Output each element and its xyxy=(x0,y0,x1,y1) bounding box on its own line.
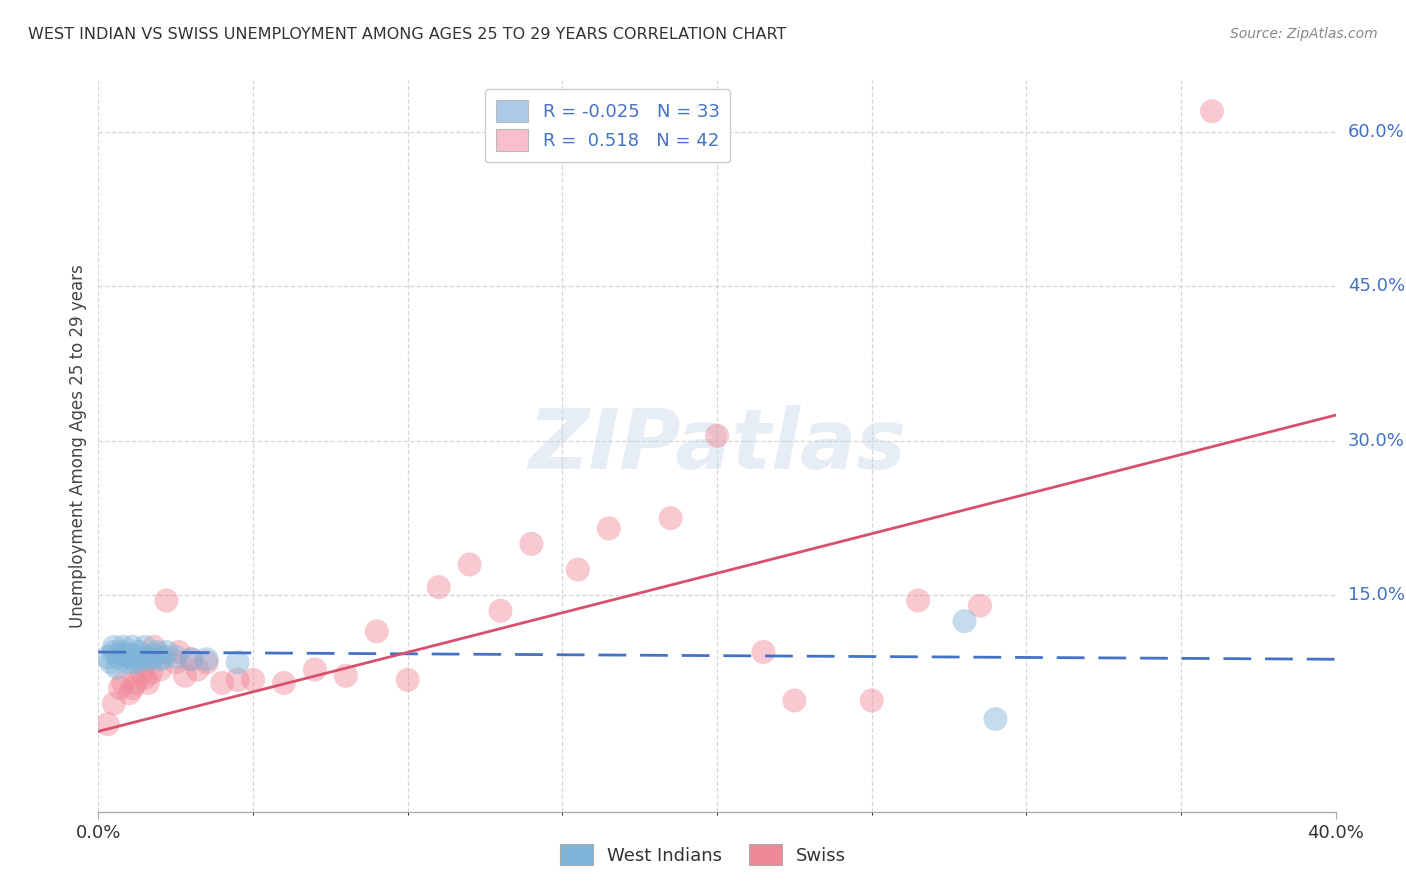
Text: 30.0%: 30.0% xyxy=(1348,432,1405,450)
Point xyxy=(174,669,197,683)
Point xyxy=(155,593,177,607)
Point xyxy=(1201,104,1223,119)
Point xyxy=(112,640,135,654)
Point xyxy=(226,673,249,687)
Point xyxy=(165,656,187,670)
Point xyxy=(396,673,419,687)
Text: 15.0%: 15.0% xyxy=(1348,586,1405,605)
Point xyxy=(118,648,141,662)
Point xyxy=(139,665,162,680)
Point xyxy=(304,663,326,677)
Point xyxy=(427,580,450,594)
Point xyxy=(706,428,728,442)
Point xyxy=(108,681,131,695)
Point xyxy=(124,648,146,662)
Point xyxy=(103,640,125,654)
Point xyxy=(155,645,177,659)
Legend: R = -0.025   N = 33, R =  0.518   N = 42: R = -0.025 N = 33, R = 0.518 N = 42 xyxy=(485,89,731,162)
Point xyxy=(180,652,202,666)
Point xyxy=(100,656,122,670)
Point xyxy=(131,665,153,680)
Point xyxy=(152,650,174,665)
Text: 60.0%: 60.0% xyxy=(1348,123,1405,141)
Point xyxy=(659,511,682,525)
Point xyxy=(105,660,128,674)
Point xyxy=(97,717,120,731)
Point xyxy=(567,563,589,577)
Y-axis label: Unemployment Among Ages 25 to 29 years: Unemployment Among Ages 25 to 29 years xyxy=(69,264,87,628)
Point xyxy=(165,650,187,665)
Point xyxy=(969,599,991,613)
Point xyxy=(103,645,125,659)
Point xyxy=(458,558,481,572)
Point xyxy=(984,712,1007,726)
Point xyxy=(783,693,806,707)
Point xyxy=(180,652,202,666)
Point xyxy=(143,648,166,662)
Point xyxy=(242,673,264,687)
Point xyxy=(103,697,125,711)
Point xyxy=(211,676,233,690)
Point xyxy=(112,645,135,659)
Point xyxy=(520,537,543,551)
Point xyxy=(598,521,620,535)
Point xyxy=(124,656,146,670)
Point xyxy=(149,652,172,666)
Point xyxy=(128,650,150,665)
Point xyxy=(128,645,150,659)
Point xyxy=(335,669,357,683)
Point xyxy=(136,650,159,665)
Text: ZIPatlas: ZIPatlas xyxy=(529,406,905,486)
Point xyxy=(146,645,169,659)
Point xyxy=(752,645,775,659)
Point xyxy=(139,652,162,666)
Point xyxy=(149,663,172,677)
Point xyxy=(195,656,218,670)
Point xyxy=(907,593,929,607)
Point xyxy=(121,640,143,654)
Point xyxy=(124,676,146,690)
Point xyxy=(108,652,131,666)
Point xyxy=(167,645,190,659)
Text: Source: ZipAtlas.com: Source: ZipAtlas.com xyxy=(1230,27,1378,41)
Point xyxy=(131,652,153,666)
Point xyxy=(273,676,295,690)
Point xyxy=(112,676,135,690)
Point xyxy=(366,624,388,639)
Point xyxy=(143,640,166,654)
Point xyxy=(860,693,883,707)
Point xyxy=(136,676,159,690)
Text: 45.0%: 45.0% xyxy=(1348,277,1405,295)
Point xyxy=(134,640,156,654)
Legend: West Indians, Swiss: West Indians, Swiss xyxy=(551,835,855,874)
Point xyxy=(195,652,218,666)
Point xyxy=(105,648,128,662)
Text: WEST INDIAN VS SWISS UNEMPLOYMENT AMONG AGES 25 TO 29 YEARS CORRELATION CHART: WEST INDIAN VS SWISS UNEMPLOYMENT AMONG … xyxy=(28,27,786,42)
Point xyxy=(953,614,976,628)
Point xyxy=(121,681,143,695)
Point xyxy=(118,686,141,700)
Point xyxy=(118,656,141,670)
Point xyxy=(226,656,249,670)
Point xyxy=(115,648,138,662)
Point xyxy=(489,604,512,618)
Point xyxy=(134,671,156,685)
Point xyxy=(97,650,120,665)
Point xyxy=(186,663,208,677)
Point xyxy=(121,652,143,666)
